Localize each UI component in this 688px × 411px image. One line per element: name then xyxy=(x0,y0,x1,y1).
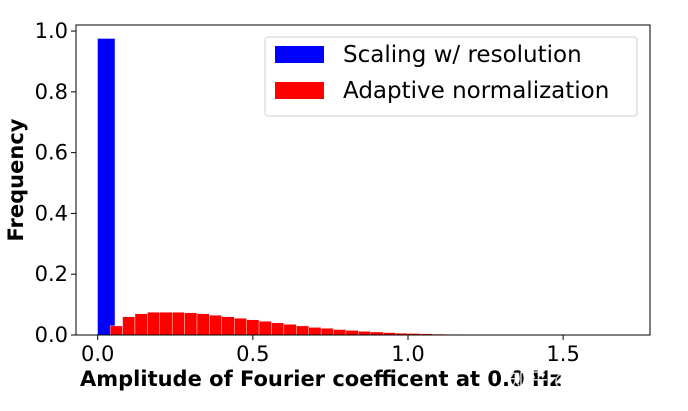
y-tick-label: 1.0 xyxy=(35,19,68,43)
histogram-bar xyxy=(358,331,371,336)
histogram-bar xyxy=(209,315,223,336)
histogram-bar xyxy=(184,312,198,336)
histogram-bar xyxy=(109,325,123,336)
y-axis-label: Frequency xyxy=(4,118,28,241)
watermark-text: 知乎 @Joyce Xing xyxy=(510,369,672,391)
histogram-bar xyxy=(97,38,115,335)
histogram-bar xyxy=(134,313,148,336)
legend-swatch xyxy=(275,82,324,99)
histogram-bar xyxy=(159,312,173,336)
histogram-bar xyxy=(271,322,285,336)
histogram-bar xyxy=(234,318,247,336)
y-axis-ticks: 0.0 0.2 0.4 0.6 0.8 1.0 xyxy=(35,19,76,347)
legend-label: Adaptive normalization xyxy=(343,78,609,104)
x-tick-label: 1.5 xyxy=(546,342,579,366)
y-tick-label: 0.2 xyxy=(35,262,68,286)
histogram-bar xyxy=(147,312,160,336)
histogram-bar xyxy=(122,316,136,336)
histogram-bar xyxy=(221,316,235,336)
histogram-bar xyxy=(171,312,185,336)
histogram-bar xyxy=(296,325,309,336)
y-tick-label: 0.4 xyxy=(35,201,68,225)
histogram-bar xyxy=(308,327,322,336)
x-tick-label: 1.0 xyxy=(391,342,424,366)
y-tick-label: 0.0 xyxy=(35,323,68,347)
histogram-bar xyxy=(320,328,334,336)
x-tick-label: 0.5 xyxy=(236,342,269,366)
y-tick-label: 0.6 xyxy=(35,141,68,165)
histogram-bar xyxy=(333,329,347,336)
legend-swatch xyxy=(275,46,324,63)
plot-frame xyxy=(75,24,651,336)
histogram-bar xyxy=(246,319,260,336)
x-axis-ticks: 0.0 0.5 1.0 1.5 xyxy=(81,335,580,366)
x-axis-label: Amplitude of Fourier coefficent at 0.0 H… xyxy=(80,367,562,391)
legend-box xyxy=(264,36,638,117)
legend-label: Scaling w/ resolution xyxy=(343,42,582,68)
y-tick-label: 0.8 xyxy=(35,80,68,104)
histogram-bar xyxy=(345,330,359,336)
bars-group xyxy=(97,38,483,336)
legend: Scaling w/ resolution Adaptive normalizat… xyxy=(264,36,638,117)
histogram-bar xyxy=(258,321,272,336)
x-tick-label: 0.0 xyxy=(81,342,114,366)
histogram-bar xyxy=(283,324,297,336)
histogram-bar xyxy=(196,313,210,336)
